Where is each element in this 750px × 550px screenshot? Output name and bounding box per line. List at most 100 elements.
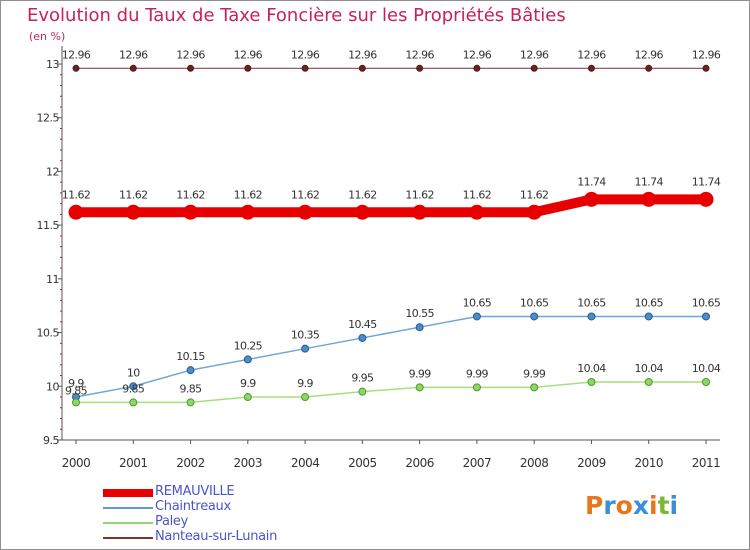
data-point-remauville (526, 204, 542, 220)
data-point-remauville (583, 191, 599, 207)
data-label-remauville: 11.62 (176, 188, 205, 201)
data-label-nanteau-sur-lunain: 12.96 (291, 48, 320, 61)
data-point-chaintreaux (358, 333, 367, 342)
data-label-chaintreaux: 10.25 (234, 339, 263, 352)
data-label-nanteau-sur-lunain: 12.96 (405, 48, 434, 61)
x-tick-label: 2011 (692, 456, 721, 470)
data-point-remauville (641, 191, 657, 207)
data-point-nanteau-sur-lunain (702, 64, 710, 72)
x-tick-label: 2003 (234, 456, 263, 470)
y-tick-label: 11 (46, 273, 59, 286)
legend-swatch-nanteau-sur-lunain (103, 537, 153, 539)
data-point-chaintreaux (472, 312, 481, 321)
data-point-paley (358, 387, 367, 396)
logo-letter: o (615, 491, 633, 520)
data-label-remauville: 11.74 (692, 175, 721, 188)
logo-letter: x (632, 491, 649, 520)
data-label-nanteau-sur-lunain: 12.96 (176, 48, 205, 61)
data-point-paley (301, 393, 310, 402)
data-label-nanteau-sur-lunain: 12.96 (463, 48, 492, 61)
data-point-nanteau-sur-lunain (587, 64, 595, 72)
data-label-nanteau-sur-lunain: 12.96 (234, 48, 263, 61)
y-tick-label: 9.5 (43, 434, 59, 447)
y-tick-label: 13 (46, 58, 59, 71)
x-tick-label: 2001 (119, 456, 148, 470)
legend-swatch-remauville (103, 489, 153, 497)
data-label-remauville: 11.62 (62, 188, 91, 201)
logo-letter: t (657, 491, 670, 520)
logo-letter: i (649, 491, 658, 520)
unit-label: (en %) (29, 30, 66, 43)
x-tick-label: 2008 (520, 456, 549, 470)
data-point-nanteau-sur-lunain (358, 64, 366, 72)
data-label-remauville: 11.62 (520, 188, 549, 201)
data-label-paley: 9.85 (65, 384, 88, 397)
series-line-paley (75, 381, 707, 404)
data-label-chaintreaux: 10.45 (348, 318, 377, 331)
data-point-chaintreaux (702, 312, 710, 321)
data-point-paley (587, 377, 596, 386)
y-tick-label: 10 (46, 380, 59, 393)
data-label-chaintreaux: 9.9 (68, 377, 84, 390)
data-label-nanteau-sur-lunain: 12.96 (520, 48, 549, 61)
data-label-nanteau-sur-lunain: 12.96 (692, 48, 721, 61)
data-label-paley: 9.99 (409, 367, 432, 380)
data-point-chaintreaux (301, 344, 310, 353)
x-tick-label: 2006 (405, 456, 434, 470)
data-label-chaintreaux: 10.35 (291, 329, 320, 342)
data-point-nanteau-sur-lunain (244, 64, 252, 72)
data-point-remauville (125, 204, 141, 220)
data-label-remauville: 11.62 (119, 188, 148, 201)
data-label-remauville: 11.62 (463, 188, 492, 201)
data-label-paley: 9.9 (297, 377, 313, 390)
data-point-paley (415, 383, 424, 392)
proxiti-logo: Proxiti (585, 491, 678, 520)
data-label-paley: 9.9 (240, 377, 256, 390)
data-point-nanteau-sur-lunain (645, 64, 653, 72)
data-label-remauville: 11.62 (291, 188, 320, 201)
data-point-remauville (698, 191, 714, 207)
y-tick-label: 12 (46, 165, 59, 178)
data-label-remauville: 11.62 (234, 188, 263, 201)
data-label-remauville: 11.62 (405, 188, 434, 201)
data-point-paley (129, 398, 138, 407)
data-label-paley: 10.04 (634, 362, 663, 375)
data-point-chaintreaux (243, 355, 252, 364)
data-label-nanteau-sur-lunain: 12.96 (348, 48, 377, 61)
logo-letter: P (585, 491, 604, 520)
series-line-chaintreaux (75, 315, 707, 398)
data-label-chaintreaux: 10.65 (634, 296, 663, 309)
x-tick-label: 2010 (634, 456, 663, 470)
data-point-paley (702, 377, 710, 386)
data-label-paley: 10.04 (692, 362, 721, 375)
data-point-remauville (354, 204, 370, 220)
data-label-paley: 9.85 (122, 382, 145, 395)
data-label-remauville: 11.62 (348, 188, 377, 201)
x-tick-label: 2000 (62, 456, 91, 470)
series-line-remauville (71, 194, 711, 218)
data-label-nanteau-sur-lunain: 12.96 (634, 48, 663, 61)
data-point-nanteau-sur-lunain (129, 64, 137, 72)
legend-label-remauville: REMAUVILLE (155, 484, 235, 499)
data-point-nanteau-sur-lunain (473, 64, 481, 72)
data-label-paley: 9.99 (523, 367, 546, 380)
data-label-chaintreaux: 10.65 (577, 296, 606, 309)
x-tick-label: 2002 (176, 456, 205, 470)
legend-label-nanteau-sur-lunain: Nanteau-sur-Lunain (155, 529, 278, 544)
y-tick-label: 11.5 (37, 219, 60, 232)
legend-label-chaintreaux: Chaintreaux (155, 499, 231, 514)
data-point-remauville (469, 204, 485, 220)
logo-letter: i (669, 491, 679, 520)
data-label-chaintreaux: 10 (127, 366, 140, 379)
data-point-nanteau-sur-lunain (72, 64, 80, 72)
data-point-chaintreaux (644, 312, 653, 321)
legend-swatch-chaintreaux (103, 507, 153, 509)
data-point-paley (243, 393, 252, 402)
data-point-nanteau-sur-lunain (416, 64, 424, 72)
data-label-chaintreaux: 10.65 (520, 296, 549, 309)
data-label-chaintreaux: 10.55 (405, 307, 434, 320)
data-point-paley (530, 383, 539, 392)
chart-title: Evolution du Taux de Taxe Foncière sur l… (27, 5, 566, 26)
